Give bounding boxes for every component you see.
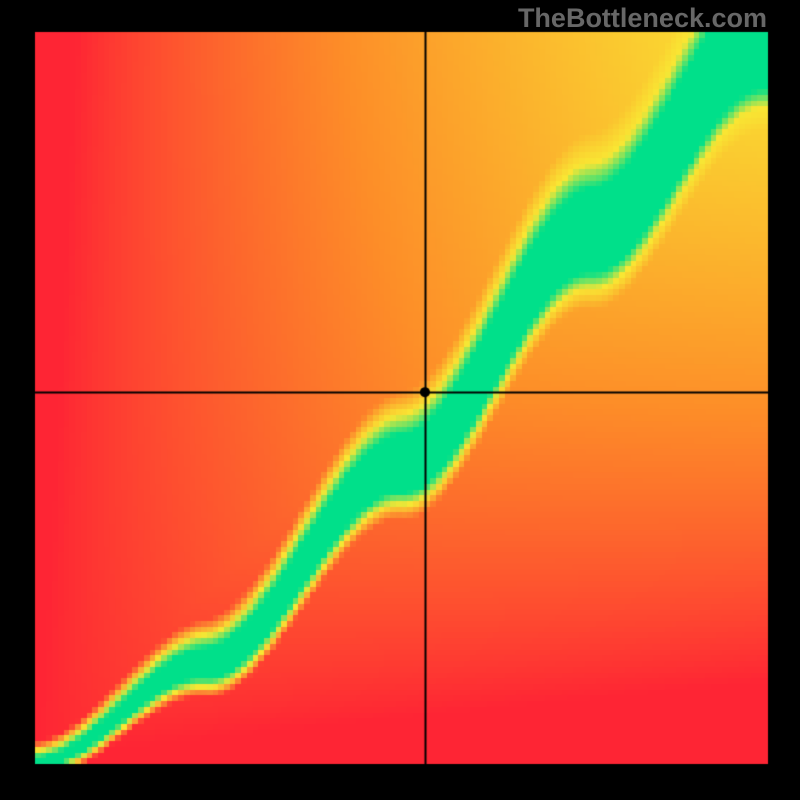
- bottleneck-chart-container: TheBottleneck.com: [0, 0, 800, 800]
- watermark-text: TheBottleneck.com: [518, 3, 767, 34]
- bottleneck-heatmap: [0, 0, 800, 800]
